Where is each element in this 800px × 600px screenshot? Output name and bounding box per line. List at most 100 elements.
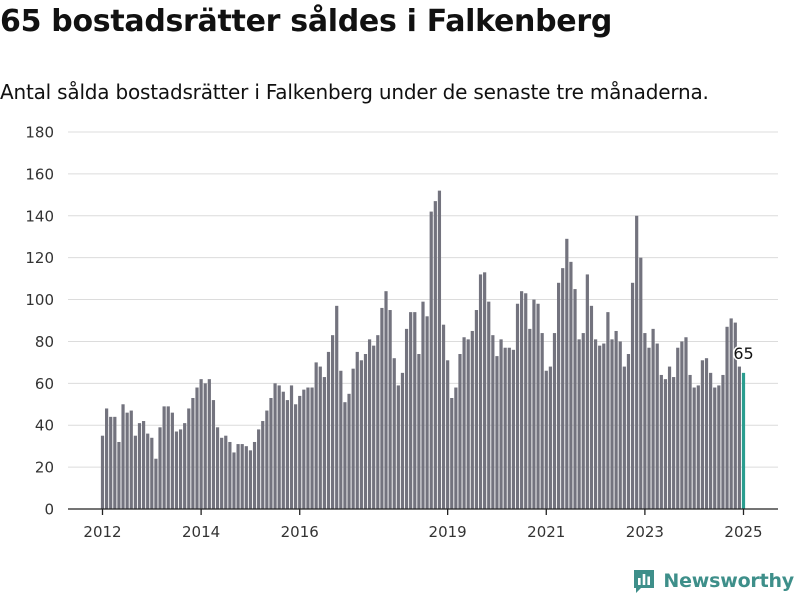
bar <box>495 356 499 509</box>
bar <box>129 410 133 509</box>
bar <box>573 289 577 509</box>
bar <box>454 387 458 509</box>
bar <box>269 397 273 509</box>
bar <box>618 341 622 509</box>
bar <box>544 370 548 509</box>
page-subtitle: Antal sålda bostadsrätter i Falkenberg u… <box>0 80 709 104</box>
bar <box>211 400 216 509</box>
bar <box>281 391 285 509</box>
x-tick-label: 2012 <box>83 523 121 541</box>
bar <box>318 366 322 509</box>
y-tick-label: 40 <box>35 417 54 435</box>
bar <box>195 387 199 509</box>
newsworthy-logo: Newsworthy <box>632 568 794 594</box>
y-tick-label: 120 <box>25 249 54 267</box>
bar <box>676 347 680 509</box>
bar <box>511 349 515 509</box>
bar <box>339 370 343 509</box>
bar <box>610 339 614 509</box>
bar <box>121 404 125 509</box>
bar <box>257 429 261 509</box>
bar <box>598 345 602 509</box>
bar <box>380 307 384 509</box>
highlight-value-label: 65 <box>733 344 753 363</box>
bar <box>540 333 544 509</box>
bar <box>643 333 647 509</box>
bar <box>536 303 540 509</box>
bar <box>602 343 606 509</box>
bar <box>146 433 150 509</box>
bar <box>520 291 524 509</box>
bar <box>351 368 355 509</box>
bar <box>556 282 561 509</box>
bar <box>359 360 363 509</box>
newsworthy-logo-icon <box>634 570 655 593</box>
bar <box>425 316 429 509</box>
bar <box>310 387 314 509</box>
bar <box>331 335 335 509</box>
bar <box>125 412 129 509</box>
bar <box>232 452 236 509</box>
bar <box>400 372 405 509</box>
bar <box>446 360 450 509</box>
bar <box>396 385 400 509</box>
bar <box>478 274 483 509</box>
bar <box>565 238 569 510</box>
y-tick-label: 0 <box>44 501 54 519</box>
bar <box>503 347 507 509</box>
x-tick-label: 2014 <box>182 523 220 541</box>
bar <box>639 257 643 509</box>
bar <box>733 322 737 509</box>
y-tick-label: 160 <box>25 165 54 183</box>
bar <box>499 339 503 509</box>
bar <box>376 335 380 509</box>
bar <box>713 387 717 509</box>
bar <box>248 450 253 509</box>
bar <box>154 458 158 509</box>
bar <box>409 312 413 509</box>
x-axis: 2012 2014 2016 2019 2021 2023 2025 <box>68 508 778 541</box>
bar <box>100 435 105 509</box>
page-title: 65 bostadsrätter såldes i Falkenberg <box>0 4 612 39</box>
bar <box>174 431 179 509</box>
bar <box>228 441 232 509</box>
bar <box>626 354 631 509</box>
bar <box>515 303 520 509</box>
bar <box>166 406 170 509</box>
bar <box>207 379 211 509</box>
bar <box>392 358 396 509</box>
bar <box>261 421 265 509</box>
x-tick-label: 2016 <box>281 523 319 541</box>
bar <box>306 387 310 509</box>
bar <box>487 301 491 509</box>
bar <box>298 395 302 509</box>
bar <box>178 429 183 509</box>
highlight-bar <box>741 372 746 509</box>
bar <box>252 441 257 509</box>
bar <box>737 366 741 509</box>
bar <box>532 299 536 509</box>
chart-annotations: 65 <box>732 342 755 364</box>
bar <box>672 377 676 509</box>
y-tick-label: 20 <box>35 459 54 477</box>
bar <box>450 397 454 509</box>
bar <box>265 410 269 509</box>
bar <box>294 404 298 509</box>
bar <box>183 423 187 509</box>
bar <box>667 366 672 509</box>
bar <box>277 385 281 509</box>
bar <box>614 330 618 509</box>
bar <box>663 379 668 509</box>
bar <box>133 435 137 509</box>
bar <box>355 351 359 509</box>
bar <box>433 201 437 509</box>
bar <box>240 444 244 509</box>
bar <box>700 360 705 509</box>
bar <box>285 400 290 509</box>
newsworthy-logo-text: Newsworthy <box>663 570 794 592</box>
y-tick-label: 60 <box>35 375 54 393</box>
y-tick-label: 140 <box>25 207 54 225</box>
bar <box>137 423 142 509</box>
bar <box>388 310 392 509</box>
bar <box>577 339 581 509</box>
